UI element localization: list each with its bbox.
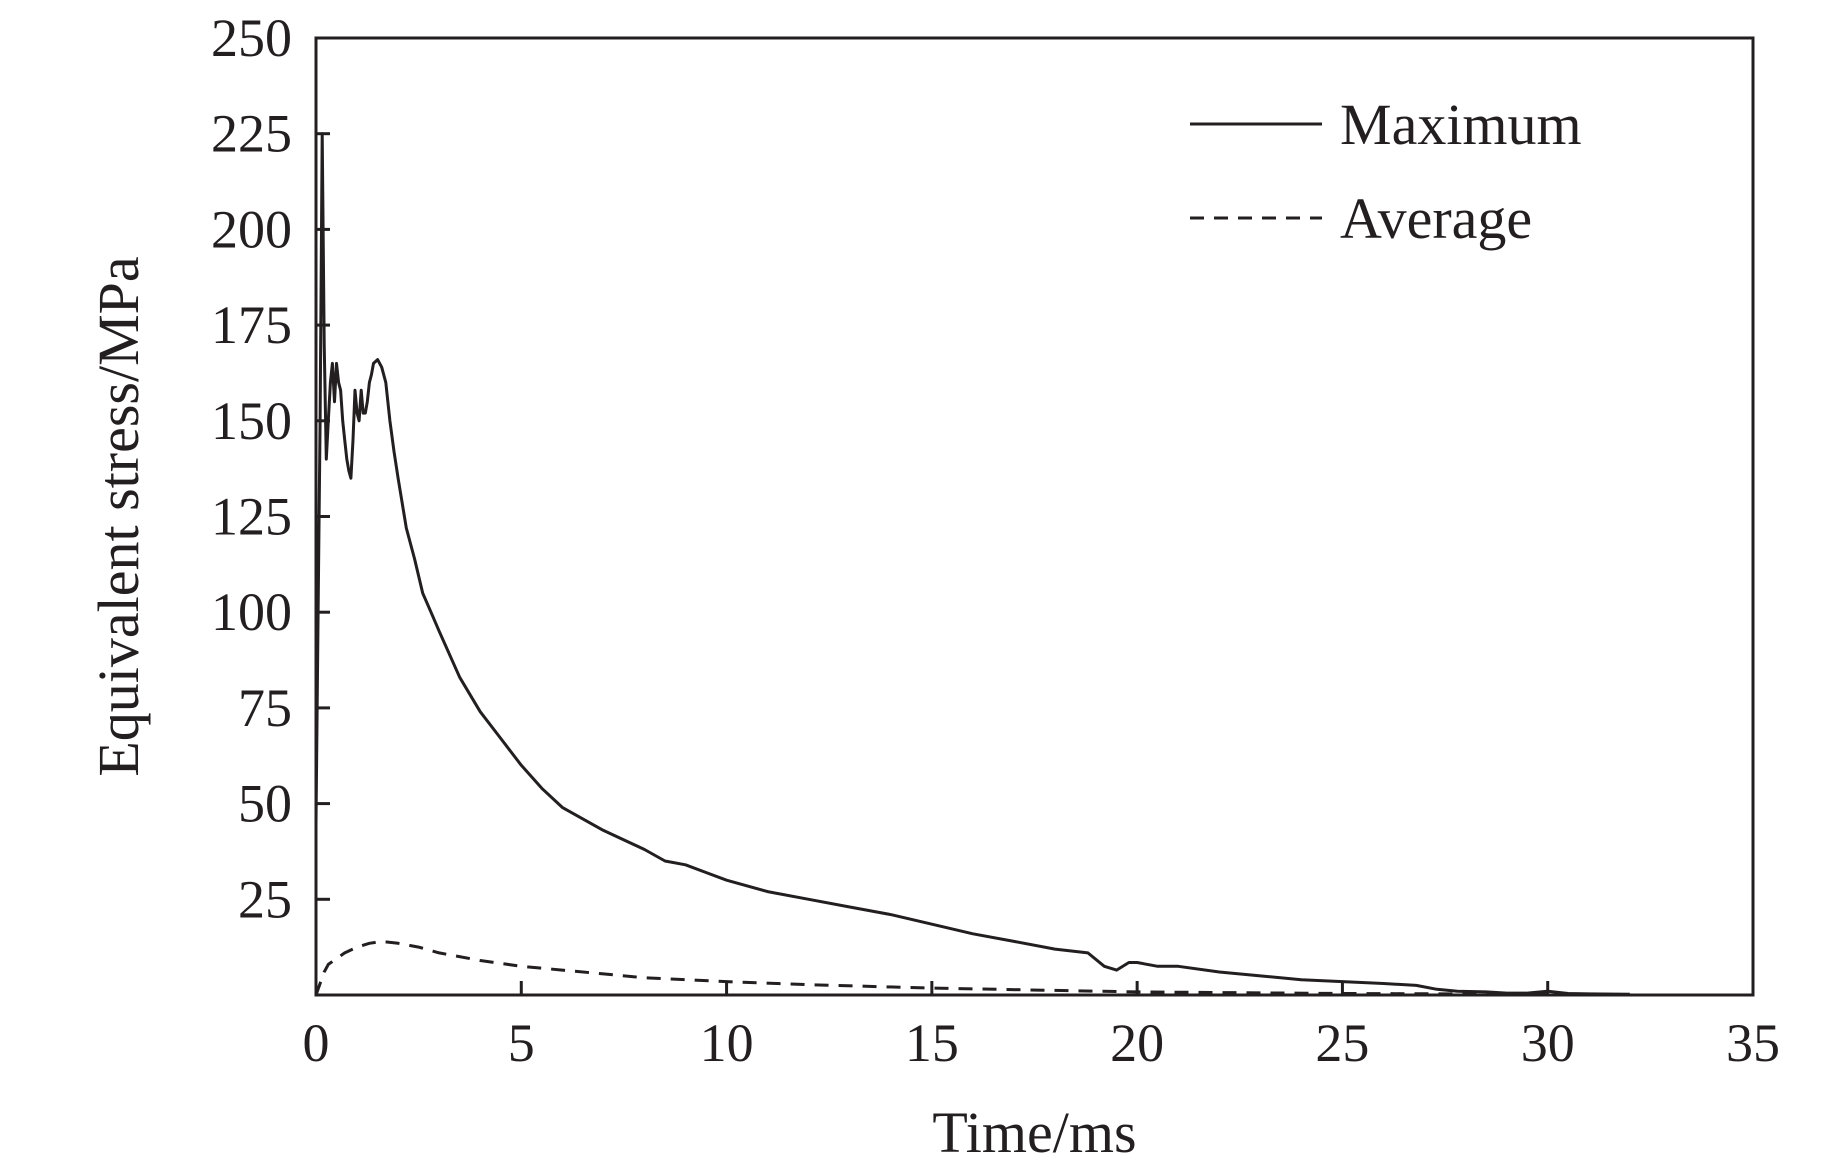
- series-layer: [314, 132, 1630, 997]
- y-tick-label: 200: [211, 199, 292, 259]
- x-tick-label: 35: [1726, 1013, 1780, 1073]
- y-tick-label: 175: [211, 295, 292, 355]
- x-tick-label: 25: [1315, 1013, 1369, 1073]
- x-tick-label: 30: [1521, 1013, 1575, 1073]
- y-tick-label: 150: [211, 391, 292, 451]
- y-tick-label: 100: [211, 582, 292, 642]
- x-tick-label: 5: [508, 1013, 535, 1073]
- x-tick-label: 15: [905, 1013, 959, 1073]
- y-tick-label: 25: [238, 869, 292, 929]
- y-tick-labels: 25 50 75 100 125 150 175 200 225 250: [211, 8, 292, 929]
- series-line-average: [314, 939, 1630, 997]
- legend-label-maximum: Maximum: [1340, 92, 1582, 157]
- legend-label-average: Average: [1340, 186, 1532, 251]
- x-tick-labels: 0 5 10 15 20 25 30 35: [303, 1013, 1781, 1073]
- y-tick-label: 225: [211, 104, 292, 164]
- x-tick-label: 10: [700, 1013, 754, 1073]
- y-axis-title: Equivalent stress/MPa: [86, 256, 151, 776]
- legend: Maximum Average: [1190, 92, 1582, 251]
- x-axis-title: Time/ms: [932, 1100, 1136, 1165]
- y-tick-label: 125: [211, 487, 292, 547]
- y-tick-label: 50: [238, 774, 292, 834]
- plot-area-frame: [314, 36, 1755, 997]
- y-tick-label: 75: [238, 678, 292, 738]
- series-line-maximum: [314, 132, 1630, 996]
- x-tick-label: 20: [1110, 1013, 1164, 1073]
- y-tick-label: 250: [211, 8, 292, 68]
- x-tick-label: 0: [303, 1013, 330, 1073]
